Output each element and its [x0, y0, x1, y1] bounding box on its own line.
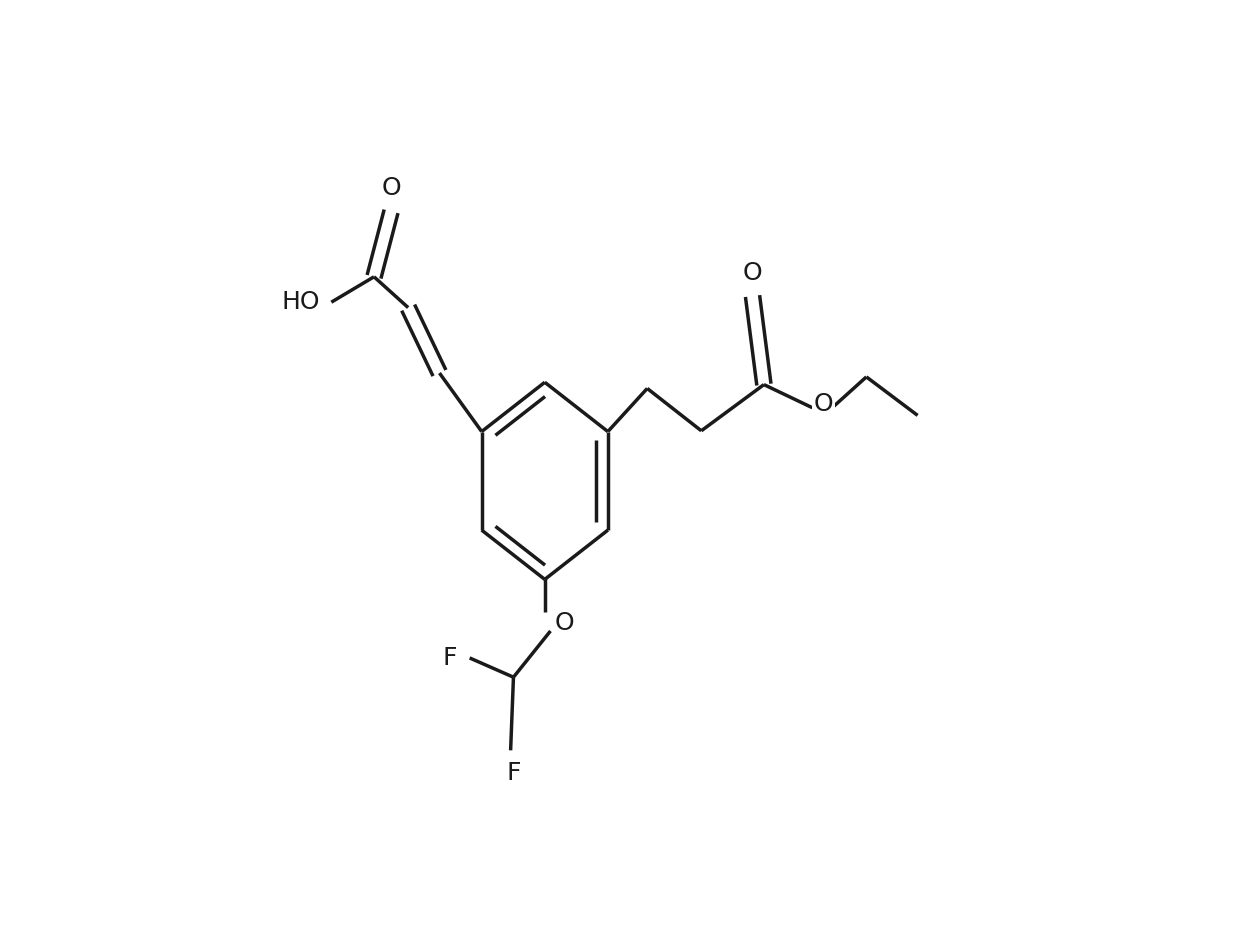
- Text: O: O: [814, 392, 834, 416]
- Text: F: F: [507, 761, 520, 785]
- Text: O: O: [554, 611, 574, 635]
- Text: F: F: [443, 646, 456, 670]
- Text: O: O: [742, 260, 762, 285]
- Text: HO: HO: [281, 290, 320, 314]
- Text: O: O: [381, 176, 401, 200]
